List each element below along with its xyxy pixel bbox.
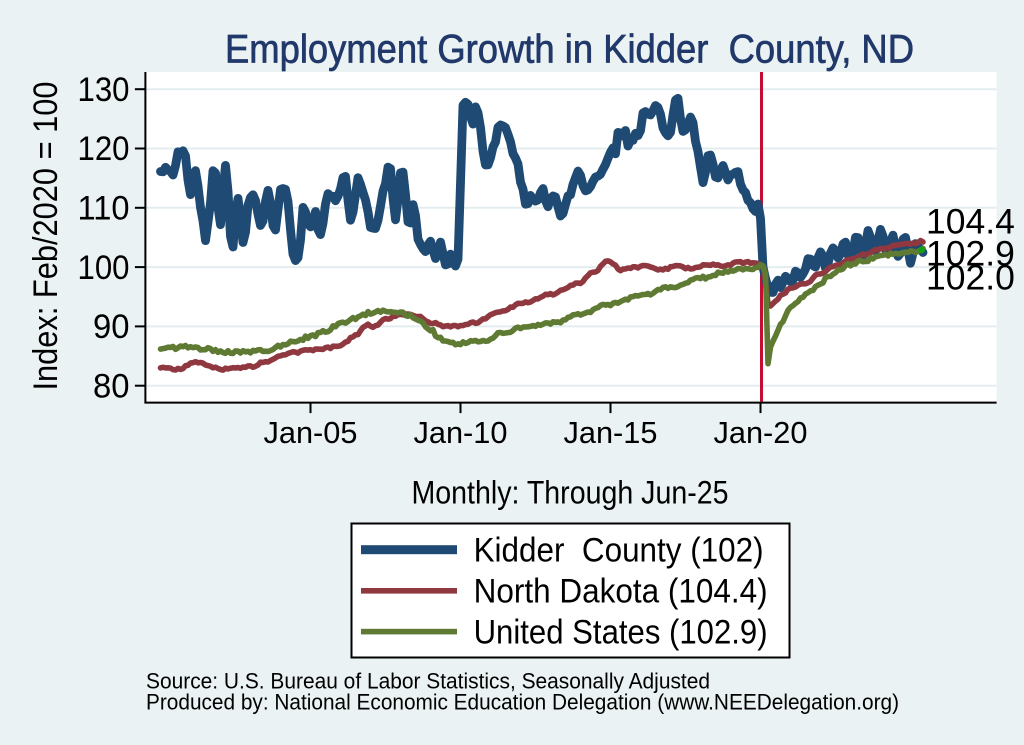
svg-text:90: 90	[93, 308, 130, 346]
svg-text:110: 110	[78, 190, 130, 228]
svg-text:Jan-20: Jan-20	[714, 415, 808, 450]
svg-text:120: 120	[78, 130, 130, 168]
svg-text:North Dakota (104.4): North Dakota (104.4)	[474, 573, 768, 611]
svg-text:Jan-10: Jan-10	[414, 415, 508, 450]
svg-text:Produced by: National Economic: Produced by: National Economic Education…	[146, 689, 899, 714]
svg-text:Monthly: Through Jun-25: Monthly: Through Jun-25	[412, 475, 729, 511]
svg-text:Employment Growth in Kidder C: Employment Growth in Kidder County, ND	[225, 28, 914, 72]
svg-text:Jan-05: Jan-05	[264, 415, 358, 450]
svg-text:United States (102.9): United States (102.9)	[474, 613, 768, 651]
svg-text:100: 100	[78, 249, 130, 287]
svg-text:104.4: 104.4	[926, 202, 1015, 242]
svg-text:Source: U.S. Bureau of Labor S: Source: U.S. Bureau of Labor Statistics,…	[146, 668, 710, 693]
svg-text:Jan-15: Jan-15	[564, 415, 658, 450]
svg-text:102.9: 102.9	[926, 234, 1015, 274]
svg-text:Index: Feb/2020 = 100: Index: Feb/2020 = 100	[27, 82, 65, 391]
svg-text:102.0: 102.0	[926, 258, 1015, 298]
svg-text:80: 80	[93, 367, 130, 405]
svg-text:130: 130	[78, 71, 130, 109]
svg-text:Kidder County (102): Kidder County (102)	[474, 531, 764, 569]
